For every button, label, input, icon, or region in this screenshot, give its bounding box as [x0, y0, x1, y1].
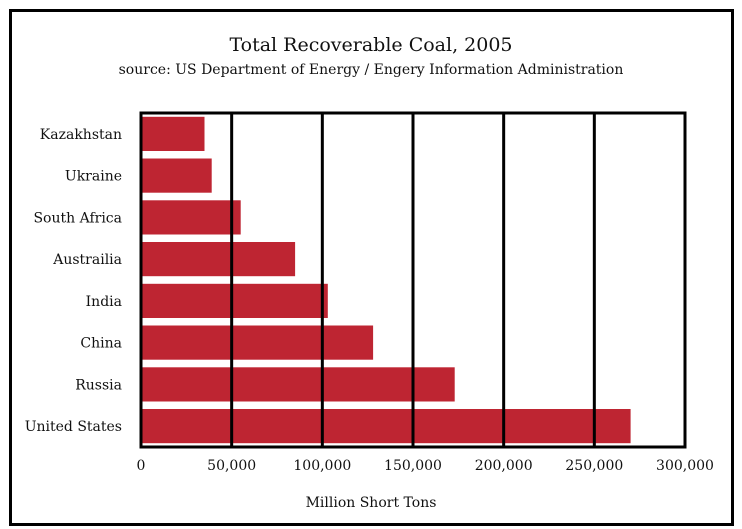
category-label: United States	[25, 419, 122, 435]
chart-subtitle: source: US Department of Energy / Engery…	[118, 62, 624, 78]
category-label: South Africa	[33, 210, 122, 226]
category-label: Ukraine	[65, 169, 122, 185]
plot-border	[139, 111, 687, 449]
x-axis-label: Million Short Tons	[305, 495, 437, 511]
x-tick-label: 200,000	[475, 458, 533, 474]
category-label: China	[80, 336, 122, 352]
category-label: Russia	[75, 377, 122, 393]
category-label: India	[86, 294, 122, 310]
x-tick-label: 300,000	[656, 458, 714, 474]
category-label: Austrailia	[52, 252, 122, 268]
x-tick-label: 50,000	[207, 458, 256, 474]
category-label: Kazakhstan	[40, 127, 122, 143]
x-tick-label: 150,000	[384, 458, 442, 474]
x-tick-label: 250,000	[565, 458, 623, 474]
bar-kazakhstan	[141, 116, 205, 151]
bar-india	[141, 283, 328, 318]
bar-austrailia	[141, 242, 296, 277]
bar-china	[141, 325, 374, 360]
bar-united-states	[141, 409, 631, 444]
bar-ukraine	[141, 158, 212, 193]
bar-russia	[141, 367, 455, 402]
chart-title: Total Recoverable Coal, 2005	[229, 34, 513, 56]
x-tick-label: 100,000	[293, 458, 351, 474]
bar-south-africa	[141, 200, 241, 235]
x-tick-label: 0	[137, 458, 146, 474]
